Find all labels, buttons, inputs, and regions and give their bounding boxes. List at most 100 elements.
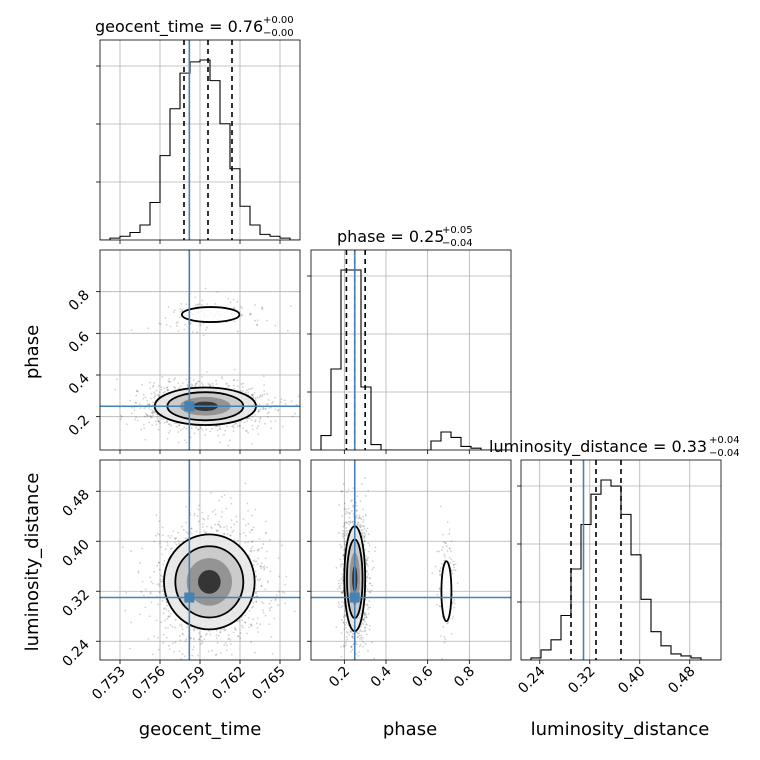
sample-point bbox=[150, 580, 153, 583]
sample-point bbox=[173, 650, 175, 653]
sample-point bbox=[157, 384, 160, 387]
sample-point bbox=[193, 629, 196, 632]
sample-point bbox=[186, 383, 189, 386]
sample-point bbox=[219, 630, 222, 633]
sample-point bbox=[343, 645, 345, 648]
sample-point bbox=[147, 327, 150, 330]
sample-point bbox=[355, 509, 358, 512]
sample-point bbox=[189, 637, 192, 640]
sample-point bbox=[371, 568, 374, 571]
sample-point bbox=[201, 642, 204, 644]
sample-point bbox=[259, 577, 262, 580]
sample-point bbox=[174, 386, 177, 389]
sample-point bbox=[168, 380, 171, 383]
xtick-label-phase-2: 0.6 bbox=[409, 663, 436, 690]
sample-point bbox=[342, 591, 344, 594]
sample-point bbox=[337, 601, 340, 604]
sample-point bbox=[219, 526, 222, 529]
sample-point bbox=[368, 590, 371, 593]
sample-point bbox=[230, 526, 233, 529]
sample-point bbox=[260, 562, 263, 565]
sample-point bbox=[170, 547, 173, 550]
sample-point bbox=[443, 555, 446, 558]
panel-frame-2-1 bbox=[310, 459, 512, 661]
sample-point bbox=[239, 533, 242, 536]
sample-point bbox=[209, 633, 212, 636]
sample-point bbox=[179, 385, 182, 388]
sample-point bbox=[345, 522, 348, 524]
sample-point bbox=[171, 625, 174, 628]
density-geocent_time-phase bbox=[100, 250, 300, 450]
sample-point bbox=[197, 380, 199, 383]
sample-point bbox=[439, 569, 441, 572]
sample-point bbox=[365, 613, 368, 616]
sample-point bbox=[157, 393, 160, 396]
contour-1-0 bbox=[440, 560, 453, 623]
sample-point bbox=[215, 425, 218, 428]
sample-point bbox=[181, 653, 184, 655]
sample-point bbox=[359, 523, 362, 526]
sample-point bbox=[368, 550, 370, 553]
sample-point bbox=[225, 507, 228, 510]
sample-point bbox=[202, 334, 205, 337]
sample-point bbox=[259, 416, 262, 419]
sample-point bbox=[130, 329, 133, 332]
sample-point bbox=[249, 623, 252, 626]
sample-point bbox=[260, 567, 263, 570]
sample-point bbox=[448, 528, 451, 531]
sample-point bbox=[155, 423, 158, 426]
sample-point bbox=[367, 556, 370, 559]
sample-point bbox=[364, 643, 367, 645]
sample-point bbox=[247, 388, 250, 391]
histogram-geocent_time bbox=[100, 40, 300, 240]
sample-point bbox=[176, 425, 178, 428]
sample-point bbox=[243, 614, 246, 617]
sample-point bbox=[193, 379, 195, 381]
sample-point bbox=[263, 568, 266, 571]
sample-point bbox=[359, 525, 362, 528]
sample-point bbox=[237, 635, 240, 638]
sample-point bbox=[355, 524, 358, 526]
sample-point bbox=[232, 529, 235, 532]
sample-point bbox=[338, 582, 340, 585]
sample-point bbox=[453, 566, 455, 569]
sample-point bbox=[342, 644, 345, 647]
sample-point bbox=[146, 403, 149, 406]
sample-point bbox=[158, 542, 161, 545]
sample-point bbox=[157, 603, 159, 606]
sample-point bbox=[364, 477, 367, 480]
sample-point bbox=[235, 520, 238, 523]
sample-point bbox=[359, 628, 362, 631]
sample-point bbox=[340, 591, 343, 594]
sample-point bbox=[364, 514, 367, 517]
sample-point bbox=[215, 634, 218, 637]
sample-point bbox=[161, 575, 164, 578]
sample-point bbox=[182, 528, 185, 531]
sample-point bbox=[345, 510, 348, 513]
sample-point bbox=[268, 407, 271, 409]
sample-point bbox=[150, 601, 153, 604]
sample-point bbox=[223, 434, 225, 436]
sample-point bbox=[175, 543, 178, 546]
sample-point bbox=[156, 583, 159, 586]
sample-point bbox=[365, 570, 368, 573]
sample-point bbox=[136, 390, 138, 393]
sample-point bbox=[268, 411, 270, 414]
title-geocent-time-main: geocent_time = 0.76 bbox=[95, 17, 263, 37]
sample-point bbox=[274, 396, 276, 399]
sample-point bbox=[221, 377, 224, 380]
sample-point bbox=[356, 495, 359, 498]
sample-point bbox=[338, 603, 341, 606]
sample-point bbox=[142, 393, 145, 396]
sample-point bbox=[226, 425, 228, 428]
sample-point bbox=[226, 532, 229, 535]
sample-point bbox=[266, 566, 268, 569]
sample-point bbox=[264, 557, 267, 560]
sample-point bbox=[199, 426, 202, 429]
sample-point bbox=[372, 566, 375, 569]
sample-point bbox=[159, 421, 161, 424]
sample-point bbox=[253, 391, 256, 394]
sample-point bbox=[219, 628, 222, 631]
sample-point bbox=[335, 566, 338, 569]
sample-point bbox=[206, 525, 208, 528]
